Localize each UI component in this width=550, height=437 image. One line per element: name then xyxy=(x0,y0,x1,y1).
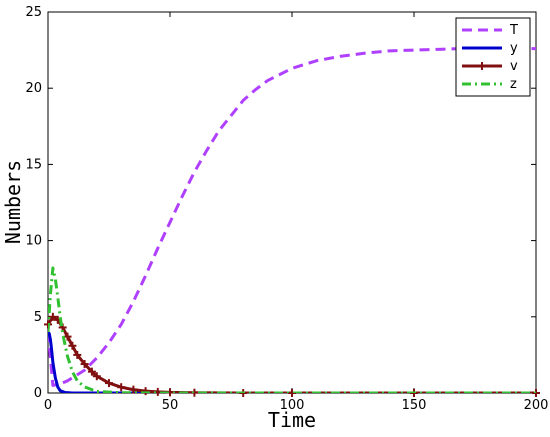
legend-label: z xyxy=(510,77,517,92)
legend-label: T xyxy=(509,23,518,38)
y-tick-label: 15 xyxy=(25,157,42,172)
series-point-v xyxy=(190,388,199,397)
x-tick-label: 100 xyxy=(280,398,305,413)
x-axis-title: Time xyxy=(268,408,316,432)
legend-label: y xyxy=(510,41,518,56)
series-point-v xyxy=(117,383,126,392)
legend-item-z: z xyxy=(462,77,517,92)
legend-label: v xyxy=(510,59,518,74)
series-point-v xyxy=(48,312,57,321)
y-tick-label: 20 xyxy=(25,81,42,96)
legend-item-v: v xyxy=(462,59,518,74)
x-tick-label: 200 xyxy=(524,398,549,413)
x-tick-label: 50 xyxy=(162,398,179,413)
series-point-v xyxy=(68,341,77,350)
series-line-z xyxy=(48,266,536,393)
y-tick-label: 5 xyxy=(34,310,42,325)
series-point-v xyxy=(129,385,138,394)
y-tick-label: 25 xyxy=(25,5,42,20)
legend-item-y: y xyxy=(462,41,518,56)
series-point-v xyxy=(105,379,113,388)
series-line-T xyxy=(48,47,536,387)
series-line-y xyxy=(48,331,536,393)
series-point-v xyxy=(63,332,72,341)
series-point-v xyxy=(141,387,150,396)
x-tick-label: 0 xyxy=(44,398,52,413)
series-layer xyxy=(44,47,540,397)
y-tick-label: 0 xyxy=(34,386,42,401)
y-tick-label: 10 xyxy=(25,234,42,249)
series-point-v xyxy=(92,372,101,381)
y-axis-title: Numbers xyxy=(1,160,25,244)
series-point-v xyxy=(73,350,82,359)
series-point-v xyxy=(87,367,96,376)
series-point-v xyxy=(532,389,540,397)
plot-area xyxy=(47,11,537,394)
legend-item-T: T xyxy=(462,23,518,38)
series-point-v xyxy=(80,360,89,369)
x-tick-label: 150 xyxy=(402,398,427,413)
